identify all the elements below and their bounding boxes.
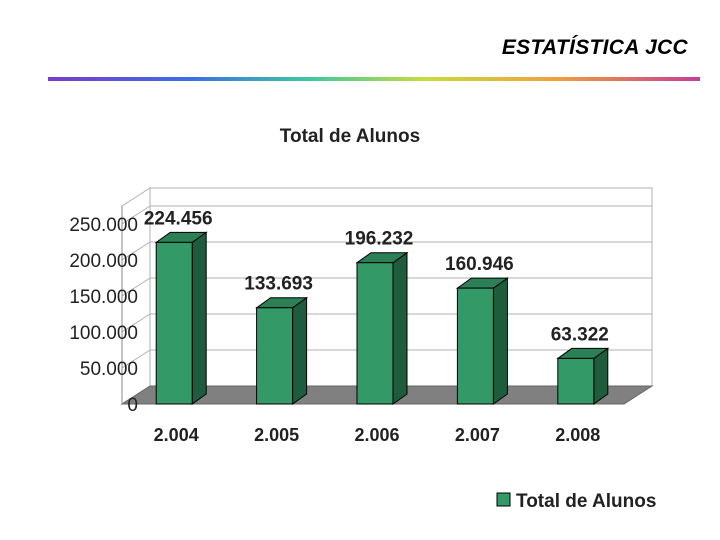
gridline-side bbox=[121, 277, 151, 297]
bars-layer bbox=[154, 231, 610, 405]
bar-front bbox=[256, 307, 294, 405]
x-tick-label: 2.006 bbox=[354, 425, 399, 445]
data-label: 160.946 bbox=[445, 254, 514, 275]
chart-title: Total de Alunos bbox=[280, 126, 420, 147]
gridline-side bbox=[121, 241, 151, 261]
y-axis: 0 50.000 100.000 150.000 200.000 250.000 bbox=[69, 206, 138, 416]
y-tick-label: 200.000 bbox=[69, 251, 138, 272]
bar-side bbox=[191, 231, 207, 405]
x-tick-label: 2.005 bbox=[254, 425, 299, 445]
x-tick-label: 2.008 bbox=[555, 425, 600, 445]
bar bbox=[355, 251, 409, 405]
bar-front bbox=[155, 241, 193, 405]
data-label: 224.456 bbox=[144, 208, 213, 229]
legend-label: Total de Alunos bbox=[516, 491, 656, 512]
x-tick-label: 2.004 bbox=[154, 425, 199, 445]
bar bbox=[154, 231, 208, 405]
legend-swatch bbox=[496, 492, 511, 507]
y-tick-label: 50.000 bbox=[80, 359, 138, 380]
gridline-side bbox=[121, 205, 151, 225]
x-axis: 2.004 2.005 2.006 2.007 2.008 bbox=[154, 425, 601, 445]
data-label: 63.322 bbox=[551, 324, 609, 345]
gridline-side bbox=[121, 349, 151, 369]
y-tick-label: 100.000 bbox=[69, 323, 138, 344]
bar bbox=[255, 296, 309, 405]
y-tick-label: 150.000 bbox=[69, 287, 138, 308]
bar-front bbox=[557, 357, 595, 405]
legend: Total de Alunos bbox=[496, 491, 656, 512]
bar bbox=[455, 277, 509, 405]
bar-side bbox=[292, 296, 308, 405]
gridline-side bbox=[121, 313, 151, 333]
header-divider bbox=[48, 77, 700, 81]
bar bbox=[556, 347, 610, 405]
bar-front bbox=[456, 287, 494, 405]
y-tick-label: 250.000 bbox=[69, 215, 138, 236]
slide-title: ESTATÍSTICA JCC bbox=[501, 36, 688, 59]
bar-side bbox=[392, 251, 408, 405]
data-labels: 224.456 133.693 196.232 160.946 63.322 bbox=[144, 208, 609, 345]
y-tick-label: 0 bbox=[127, 395, 138, 416]
data-label: 196.232 bbox=[345, 229, 414, 250]
data-label: 133.693 bbox=[244, 274, 313, 295]
x-tick-label: 2.007 bbox=[455, 425, 500, 445]
bar-side bbox=[492, 277, 508, 405]
bar-front bbox=[356, 262, 394, 405]
